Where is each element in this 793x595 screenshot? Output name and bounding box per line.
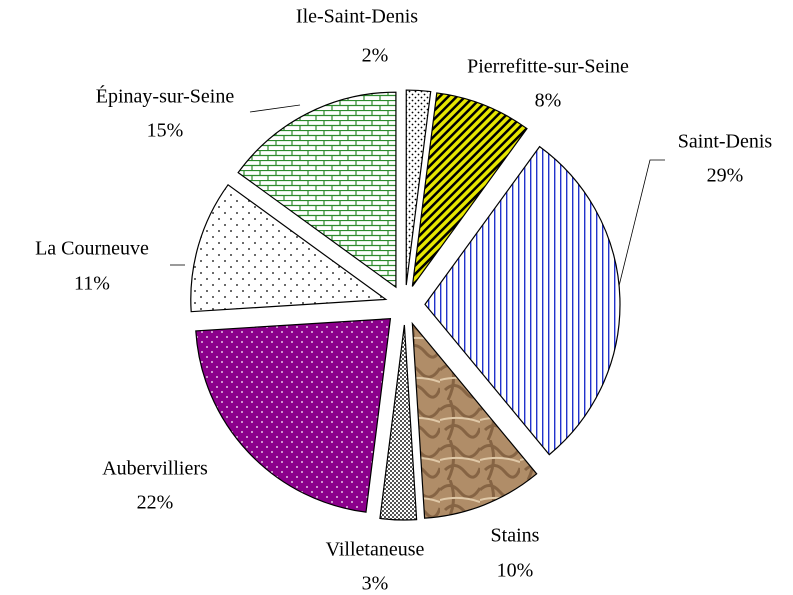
- slice-label: Épinay-sur-Seine: [96, 85, 235, 108]
- value-label: 3%: [362, 573, 389, 595]
- value-label: 29%: [707, 165, 744, 187]
- slice: [411, 321, 538, 519]
- slice-label: Aubervilliers: [102, 458, 208, 480]
- slice: [190, 183, 388, 313]
- slice: [195, 318, 392, 513]
- slice: [411, 92, 528, 287]
- slice-label: Stains: [491, 525, 540, 547]
- slice-label: La Courneuve: [35, 238, 149, 260]
- leader-line: [249, 104, 301, 113]
- value-label: 22%: [137, 492, 174, 514]
- value-label: 2%: [362, 45, 389, 67]
- value-label: 10%: [497, 560, 534, 582]
- slice-label: Ile-Saint-Denis: [296, 6, 418, 28]
- slice: [237, 91, 397, 289]
- value-label: 11%: [74, 273, 110, 295]
- slice-label: Saint-Denis: [678, 131, 773, 153]
- value-label: 15%: [147, 120, 184, 142]
- leader-line: [617, 159, 665, 291]
- slice-label: Villetaneuse: [326, 539, 425, 561]
- slice: [405, 89, 432, 286]
- slice: [379, 324, 418, 521]
- slice-label: Pierrefitte-sur-Seine: [467, 56, 629, 78]
- slice: [424, 145, 621, 456]
- value-label: 8%: [535, 90, 562, 112]
